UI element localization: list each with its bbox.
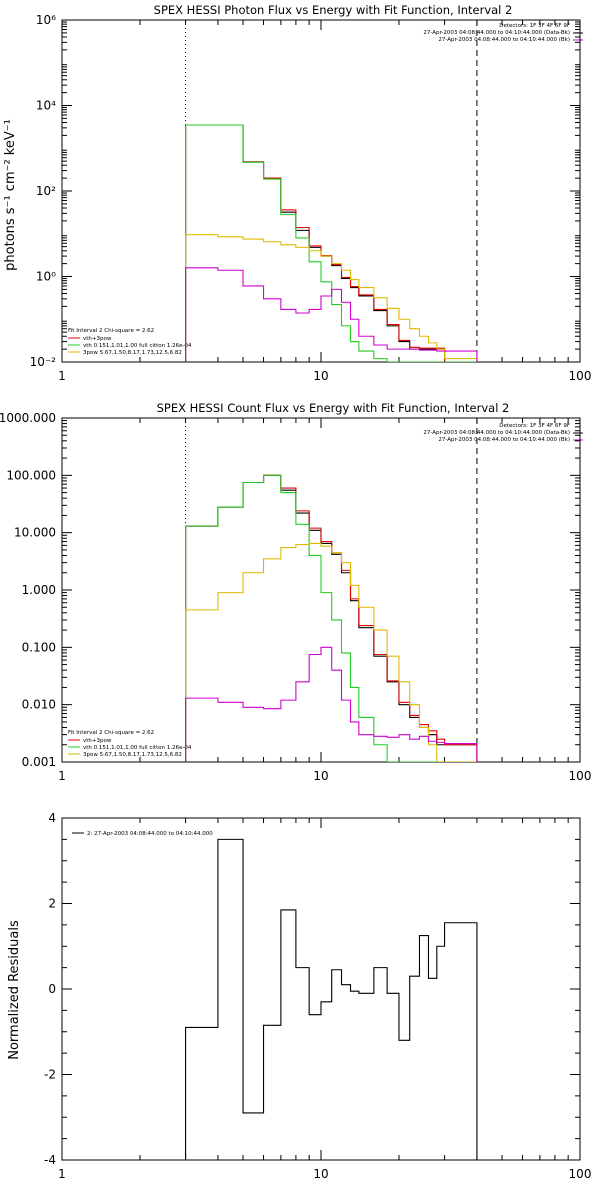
photon-flux-series-yellow	[185, 234, 478, 362]
residuals-y-tick-label: 2	[48, 897, 56, 911]
residuals-panel: Normalized Residuals 2: 27-Apr-2003 04:0…	[7, 811, 591, 1181]
photon-flux-panel: SPEX HESSI Photon Flux vs Energy with Fi…	[3, 3, 591, 383]
photon-flux-header-line-2: 27-Apr-2003 04:08:44.000 to 04:10:44.000…	[438, 37, 570, 43]
residuals-y-tick-label: 4	[48, 811, 56, 825]
photon-flux-y-tick-label: 10²	[36, 184, 56, 198]
photon-flux-legend-line-0: Fit Interval 2 Chi-square = 2.62	[68, 328, 154, 334]
photon-flux-y-tick-label: 10⁰	[36, 270, 56, 284]
residuals-y-tick-label: -4	[44, 1153, 56, 1167]
count-flux-y-tick-label: 1.000	[22, 583, 56, 597]
count-flux-series-group	[185, 474, 478, 762]
residuals-legend: 2: 27-Apr-2003 04:08:44.000 to 04:10:44.…	[72, 831, 213, 837]
photon-flux-x-tick-label: 10	[313, 369, 328, 383]
photon-flux-y-tick-label: 10⁴	[36, 99, 56, 113]
photon-flux-ylabel: photons s⁻¹ cm⁻² keV⁻¹	[3, 119, 18, 271]
photon-flux-plot-frame	[61, 19, 581, 363]
residuals-y-tick-label: -2	[44, 1068, 56, 1082]
photon-flux-series-group	[185, 124, 478, 362]
residuals-x-tick-label: 10	[313, 1167, 328, 1181]
residuals-x-tick-label: 100	[569, 1167, 592, 1181]
count-flux-legend-line-0: Fit Interval 2 Chi-square = 2.62	[68, 730, 154, 736]
photon-flux-x-tick-label: 1	[58, 369, 66, 383]
residuals-series-group	[185, 838, 478, 1160]
photon-flux-header-line-1: 27-Apr-2003 04:08:44.000 to 04:10:44.000…	[423, 30, 570, 36]
count-flux-series-yellow	[185, 542, 477, 762]
count-flux-series-magenta	[185, 646, 478, 762]
residuals-plot-frame	[61, 817, 581, 1161]
count-flux-legend-line-1: vth+3pow	[83, 738, 112, 744]
photon-flux-legend: Fit Interval 2 Chi-square = 2.62 vth+3po…	[68, 328, 192, 356]
residuals-ylabel: Normalized Residuals	[7, 920, 22, 1060]
count-flux-header-line-0: Detectors: 1F 3F 4F 6F 9F	[499, 423, 570, 429]
count-flux-y-tick-label: 100.000	[6, 468, 56, 482]
count-flux-legend-line-3: 3pow 5.67,1.50,8.17,1.73,12.5,6.82	[83, 752, 182, 758]
photon-flux-y-tick-label: 10⁶	[36, 13, 56, 27]
count-flux-y-tick-label: 0.001	[22, 755, 56, 769]
count-flux-header: Detectors: 1F 3F 4F 6F 9F 27-Apr-2003 04…	[423, 423, 583, 443]
photon-flux-header: Detectors: 1F 3F 4F 6F 9F 27-Apr-2003 04…	[423, 23, 583, 43]
count-flux-x-tick-label: 1	[58, 769, 66, 783]
photon-flux-series-green	[185, 124, 477, 362]
photon-flux-title: SPEX HESSI Photon Flux vs Energy with Fi…	[154, 3, 513, 17]
count-flux-y-tick-label: 1000.000	[0, 411, 56, 425]
residuals-y-tick-label: 0	[48, 982, 56, 996]
residuals-series-black	[185, 838, 478, 1160]
photon-flux-series-magenta	[185, 267, 478, 362]
photon-flux-series-black	[185, 124, 477, 362]
photon-flux-legend-line-2: vth 0.151,1.01,1.00 full citton 1.26e-04	[83, 343, 192, 349]
photon-flux-legend-line-3: 3pow 5.67,1.50,8.17,1.73,12.5,6.82	[83, 350, 182, 356]
count-flux-y-tick-label: 0.100	[22, 640, 56, 654]
photon-flux-legend-line-1: vth+3pow	[83, 336, 112, 342]
residuals-x-tick-label: 1	[58, 1167, 66, 1181]
count-flux-y-tick-label: 0.010	[22, 698, 56, 712]
photon-flux-header-line-0: Detectors: 1F 3F 4F 6F 9F	[499, 23, 570, 29]
count-flux-header-line-2: 27-Apr-2003 04:08:44.000 to 04:10:44.000…	[438, 437, 570, 443]
residuals-legend-line-0: 2: 27-Apr-2003 04:08:44.000 to 04:10:44.…	[87, 831, 213, 837]
count-flux-x-tick-label: 10	[313, 769, 328, 783]
photon-flux-y-tick-label: 10⁻²	[30, 355, 57, 369]
count-flux-title: SPEX HESSI Count Flux vs Energy with Fit…	[157, 401, 510, 415]
count-flux-x-tick-label: 100	[569, 769, 592, 783]
count-flux-panel: SPEX HESSI Count Flux vs Energy with Fit…	[0, 401, 591, 783]
count-flux-y-tick-label: 10.000	[14, 526, 56, 540]
count-flux-series-green	[185, 474, 477, 762]
count-flux-header-line-1: 27-Apr-2003 04:08:44.000 to 04:10:44.000…	[423, 430, 570, 436]
photon-flux-series-red	[185, 124, 477, 362]
count-flux-legend: Fit Interval 2 Chi-square = 2.62 vth+3po…	[68, 730, 192, 758]
photon-flux-x-tick-label: 100	[569, 369, 592, 383]
count-flux-legend-line-2: vth 0.151,1.01,1.00 full citton 1.26e-04	[83, 745, 192, 751]
